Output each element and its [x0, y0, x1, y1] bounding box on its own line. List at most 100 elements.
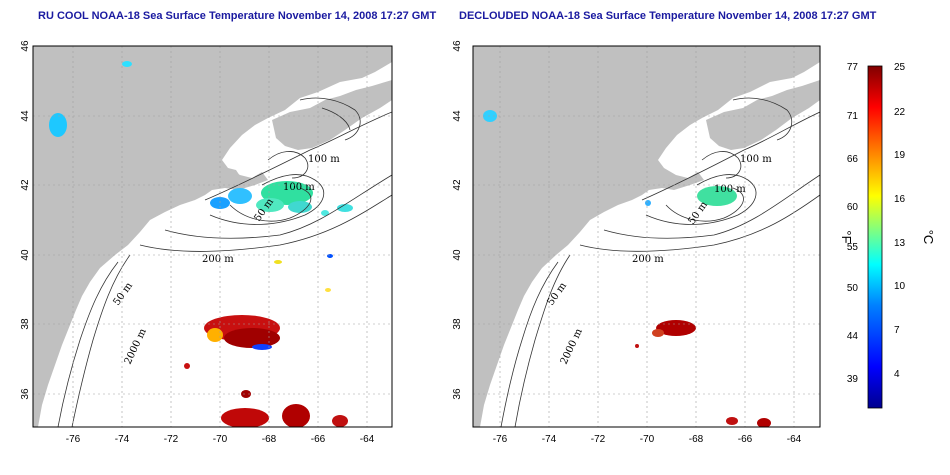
f-tick: 50: [847, 283, 859, 294]
sst-patch: [645, 200, 651, 206]
lat-tick: 36: [20, 388, 31, 400]
f-tick: 71: [847, 111, 859, 122]
contour-label: 100 m: [740, 154, 772, 165]
right-grid: [473, 46, 820, 427]
sst-patch: [122, 61, 132, 67]
lat-tick: 40: [20, 249, 31, 261]
colorbar-fahrenheit-ticks: 77 71 66 60 55 50 44 39: [847, 62, 859, 385]
right-lat-tick-labels: 46 44 42 40 38 36: [452, 40, 463, 400]
sst-patch: [241, 390, 251, 398]
sst-patch: [652, 329, 664, 337]
c-tick: 22: [894, 107, 906, 118]
sst-patch: [184, 363, 190, 369]
sst-patch: [256, 198, 284, 212]
lon-tick: -76: [493, 434, 508, 445]
sst-patch: [49, 113, 67, 137]
lat-tick: 38: [20, 318, 31, 330]
right-map-title: DECLOUDED NOAA-18 Sea Surface Temperatur…: [459, 10, 877, 22]
sst-patch: [656, 320, 696, 336]
sst-patch: [327, 254, 333, 258]
contour-label: 200 m: [632, 254, 664, 265]
lat-tick: 42: [20, 179, 31, 191]
sst-patch: [757, 418, 771, 427]
sst-patch: [274, 260, 282, 264]
sst-patch: [207, 328, 223, 342]
lon-tick: -72: [164, 434, 179, 445]
sst-patch: [288, 201, 312, 213]
contour-label: 100 m: [308, 154, 340, 165]
contour-label: 100 m: [283, 182, 315, 193]
sst-patch: [332, 415, 348, 427]
left-lat-tick-labels: 46 44 42 40 38 36: [20, 40, 31, 400]
f-tick: 60: [847, 202, 859, 213]
lon-tick: -64: [787, 434, 802, 445]
right-land-mainland: [473, 46, 820, 427]
lat-tick: 42: [452, 179, 463, 191]
c-tick: 7: [894, 325, 900, 336]
c-tick: 13: [894, 238, 906, 249]
sst-patch: [337, 204, 353, 212]
lon-tick: -68: [689, 434, 704, 445]
celsius-unit-label: °C: [921, 230, 936, 245]
f-tick: 55: [847, 242, 859, 253]
right-lon-tick-labels: -76 -74 -72 -70 -68 -66 -64: [493, 434, 802, 445]
c-tick: 10: [894, 281, 906, 292]
lon-tick: -72: [591, 434, 606, 445]
sst-patch: [224, 328, 280, 348]
sst-patch: [726, 417, 738, 425]
sst-patch: [282, 404, 310, 427]
c-tick: 16: [894, 194, 906, 205]
colorbar-celsius-ticks: 25 22 19 16 13 10 7 4: [894, 62, 906, 380]
colorbar-gradient: [867, 65, 883, 409]
f-tick: 44: [847, 331, 859, 342]
lon-tick: -76: [66, 434, 81, 445]
lat-tick: 44: [20, 110, 31, 122]
lon-tick: -64: [360, 434, 375, 445]
left-map-frame: [32, 45, 393, 428]
lon-tick: -66: [311, 434, 326, 445]
sst-patch: [635, 344, 639, 348]
f-tick: 66: [847, 154, 859, 165]
lat-tick: 46: [452, 40, 463, 52]
right-map-panel: 100 m 100 m 50 m 200 m 50 m 2000 m -76 -…: [452, 40, 821, 445]
c-tick: 4: [894, 369, 900, 380]
right-sst-patches: [483, 110, 771, 427]
c-tick: 19: [894, 150, 906, 161]
sst-patch: [252, 344, 272, 350]
left-land-cape-cod: [228, 168, 240, 178]
sst-patch: [697, 186, 737, 206]
lon-tick: -66: [738, 434, 753, 445]
sst-patch: [321, 210, 329, 216]
lon-tick: -70: [213, 434, 228, 445]
fahrenheit-unit-label: °F: [839, 230, 854, 243]
f-tick: 77: [847, 62, 859, 73]
lon-tick: -68: [262, 434, 277, 445]
lat-tick: 36: [452, 388, 463, 400]
contour-label: 100 m: [714, 184, 746, 195]
lat-tick: 38: [452, 318, 463, 330]
f-tick: 39: [847, 374, 859, 385]
sst-patch: [228, 188, 252, 204]
lat-tick: 46: [20, 40, 31, 52]
sst-patch: [221, 408, 269, 427]
lon-tick: -74: [542, 434, 557, 445]
left-map-panel: 100 m 100 m 50 m 200 m 50 m 2000 m -76 -…: [20, 40, 393, 445]
left-land-nova-scotia: [272, 80, 392, 150]
lat-tick: 44: [452, 110, 463, 122]
left-bathymetry-contours: [57, 97, 392, 427]
colorbar: 77 71 66 60 55 50 44 39 25 22 19 16 13 1…: [839, 62, 936, 409]
lon-tick: -74: [115, 434, 130, 445]
right-map-frame: [472, 45, 821, 428]
left-map-title: RU COOL NOAA-18 Sea Surface Temperature …: [38, 10, 437, 22]
lat-tick: 40: [452, 249, 463, 261]
left-lon-tick-labels: -76 -74 -72 -70 -68 -66 -64: [66, 434, 375, 445]
c-tick: 25: [894, 62, 906, 73]
right-land-nova-scotia: [706, 80, 820, 150]
contour-label: 200 m: [202, 254, 234, 265]
sst-patch: [325, 288, 331, 292]
right-bathymetry-contours: [500, 97, 820, 427]
left-grid: [33, 46, 392, 427]
lon-tick: -70: [640, 434, 655, 445]
left-land-mainland: [33, 46, 392, 427]
